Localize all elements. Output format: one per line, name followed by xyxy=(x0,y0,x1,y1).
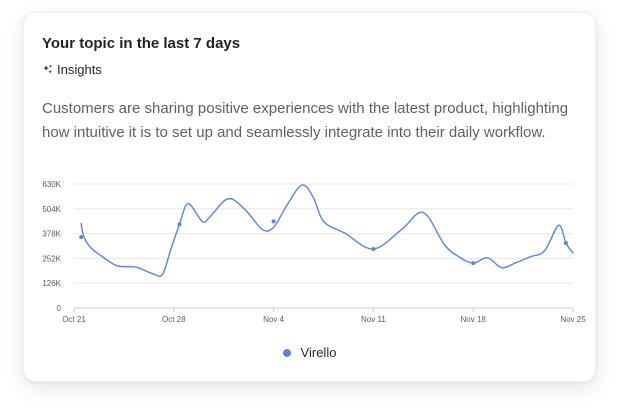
data-point-marker xyxy=(371,246,376,251)
x-tick-label: Nov 4 xyxy=(263,315,284,324)
legend-dot-icon xyxy=(282,348,291,357)
series-line-virello xyxy=(80,184,574,278)
line-chart: 0 126K 252K 378K 504K 630K Oct 21 Oct 28 Nov 4 No… xyxy=(42,180,586,324)
sparkle-icon xyxy=(42,64,53,75)
y-tick-label: 126K xyxy=(42,279,61,288)
card-title: Your topic in the last 7 days xyxy=(42,35,241,52)
y-tick-label: 252K xyxy=(42,254,61,263)
y-tick-label: 378K xyxy=(42,230,61,239)
insights-label-row: Insights xyxy=(42,62,102,77)
y-tick-label: 0 xyxy=(57,304,62,313)
x-tick-label: Nov 18 xyxy=(461,315,487,324)
data-point-marker xyxy=(471,261,476,266)
legend-label: Virello xyxy=(300,345,337,360)
x-tick-label: Nov 11 xyxy=(361,315,386,324)
data-point-marker xyxy=(563,241,568,246)
chart-legend[interactable]: Virello xyxy=(24,345,595,360)
y-tick-label: 630K xyxy=(42,180,61,189)
chart-area: 0 126K 252K 378K 504K 630K Oct 21 Oct 28 Nov 4 No… xyxy=(24,13,597,383)
x-tick-label: Oct 21 xyxy=(62,315,86,324)
insight-summary: Customers are sharing positive experienc… xyxy=(42,100,569,141)
insights-label: Insights xyxy=(57,62,102,77)
topic-card: Your topic in the last 7 days Insights C… xyxy=(23,12,596,382)
x-tick-label: Nov 25 xyxy=(560,315,586,324)
x-tick-label: Oct 28 xyxy=(162,315,186,324)
y-tick-label: 504K xyxy=(42,205,61,214)
data-point-marker xyxy=(177,222,182,227)
data-point-marker xyxy=(79,235,84,240)
data-point-marker xyxy=(271,219,276,224)
